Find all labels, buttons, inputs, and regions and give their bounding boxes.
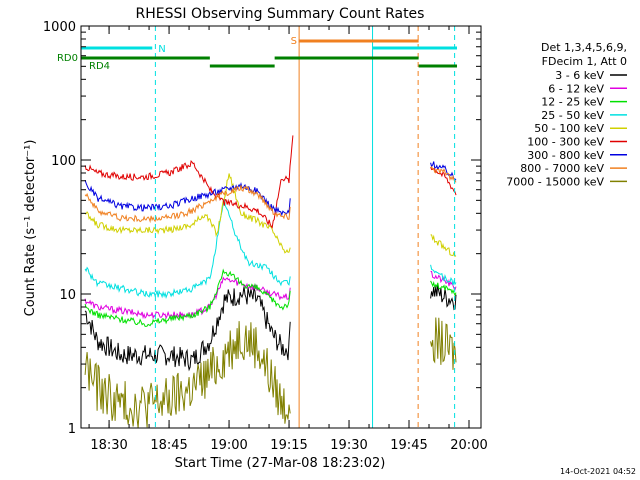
series-line-0-segment-0 [84, 286, 291, 372]
series-line-6-segment-1 [430, 161, 457, 181]
series-line-5-segment-0 [84, 135, 294, 229]
series-line-8-segment-0 [84, 321, 291, 429]
legend-entry-7: 800 - 7000 keV [520, 162, 604, 175]
y-tick-label-3: 1000 [43, 20, 76, 35]
series-line-4-segment-0 [84, 173, 291, 254]
series-line-5-segment-1 [430, 166, 457, 196]
y-tick-label-2: 100 [51, 154, 76, 169]
y-tick-label-0: 1 [68, 422, 76, 437]
x-tick-label-3: 19:15 [270, 438, 307, 453]
legend-header-line-1: Det 1,3,4,5,6,9, [541, 41, 627, 54]
x-axis-label: Start Time (27-Mar-08 18:23:02) [175, 456, 386, 471]
series-line-3-segment-1 [430, 264, 457, 286]
chart-title: RHESSI Observing Summary Count Rates [136, 6, 425, 22]
y-axis-ticks: 1 10 100 1000 [43, 20, 481, 437]
legend-entry-1: 6 - 12 keV [548, 82, 604, 95]
series-line-3-segment-0 [84, 198, 291, 299]
state-bar-label-s: S [291, 36, 297, 47]
x-tick-label-2: 19:00 [210, 438, 247, 453]
series-line-1-segment-1 [430, 270, 457, 291]
x-tick-label-0: 18:30 [90, 438, 127, 453]
timestamp: 14-Oct-2021 04:52 [560, 467, 636, 476]
state-bar-label-rd0: RD0 [57, 53, 78, 64]
state-bar-label-rd4: RD4 [89, 61, 110, 72]
legend-entry-3: 25 - 50 keV [541, 109, 604, 122]
series-line-8-segment-1 [430, 317, 457, 370]
series-line-1-segment-0 [84, 276, 291, 320]
y-tick-label-1: 10 [59, 288, 76, 303]
x-tick-label-6: 20:00 [450, 438, 487, 453]
series-line-4-segment-1 [430, 234, 457, 258]
state-bar-label-n: N [158, 44, 165, 55]
legend-header-line-2: FDecim 1, Att 0 [542, 55, 627, 68]
x-axis-ticks: 18:30 18:45 19:00 19:15 19:30 19:45 20:00 [88, 26, 488, 453]
x-tick-label-4: 19:30 [330, 438, 367, 453]
y-axis-label: Count Rate (s⁻¹ detector⁻¹) [23, 140, 38, 317]
legend-entry-2: 12 - 25 keV [541, 96, 604, 109]
x-tick-label-1: 18:45 [150, 438, 187, 453]
legend-entry-6: 300 - 800 keV [527, 149, 604, 162]
state-bar-layer: N S RD0 RD4 [57, 36, 458, 72]
legend-entry-0: 3 - 6 keV [555, 69, 604, 82]
legend-entry-8: 7000 - 15000 keV [506, 175, 604, 188]
series-line-2-segment-0 [84, 268, 291, 327]
series-line-7-segment-0 [84, 185, 291, 224]
legend-entry-5: 100 - 300 keV [527, 136, 604, 149]
series-line-2-segment-1 [430, 280, 457, 297]
legend-entry-4: 50 - 100 keV [534, 122, 604, 135]
x-tick-label-5: 19:45 [390, 438, 427, 453]
series-line-0-segment-1 [430, 283, 457, 311]
legend: Det 1,3,4,5,6,9, FDecim 1, Att 0 3 - 6 k… [506, 41, 627, 188]
plot-frame [80, 25, 482, 429]
series-line-7-segment-1 [430, 165, 457, 183]
series-layer [84, 135, 457, 429]
